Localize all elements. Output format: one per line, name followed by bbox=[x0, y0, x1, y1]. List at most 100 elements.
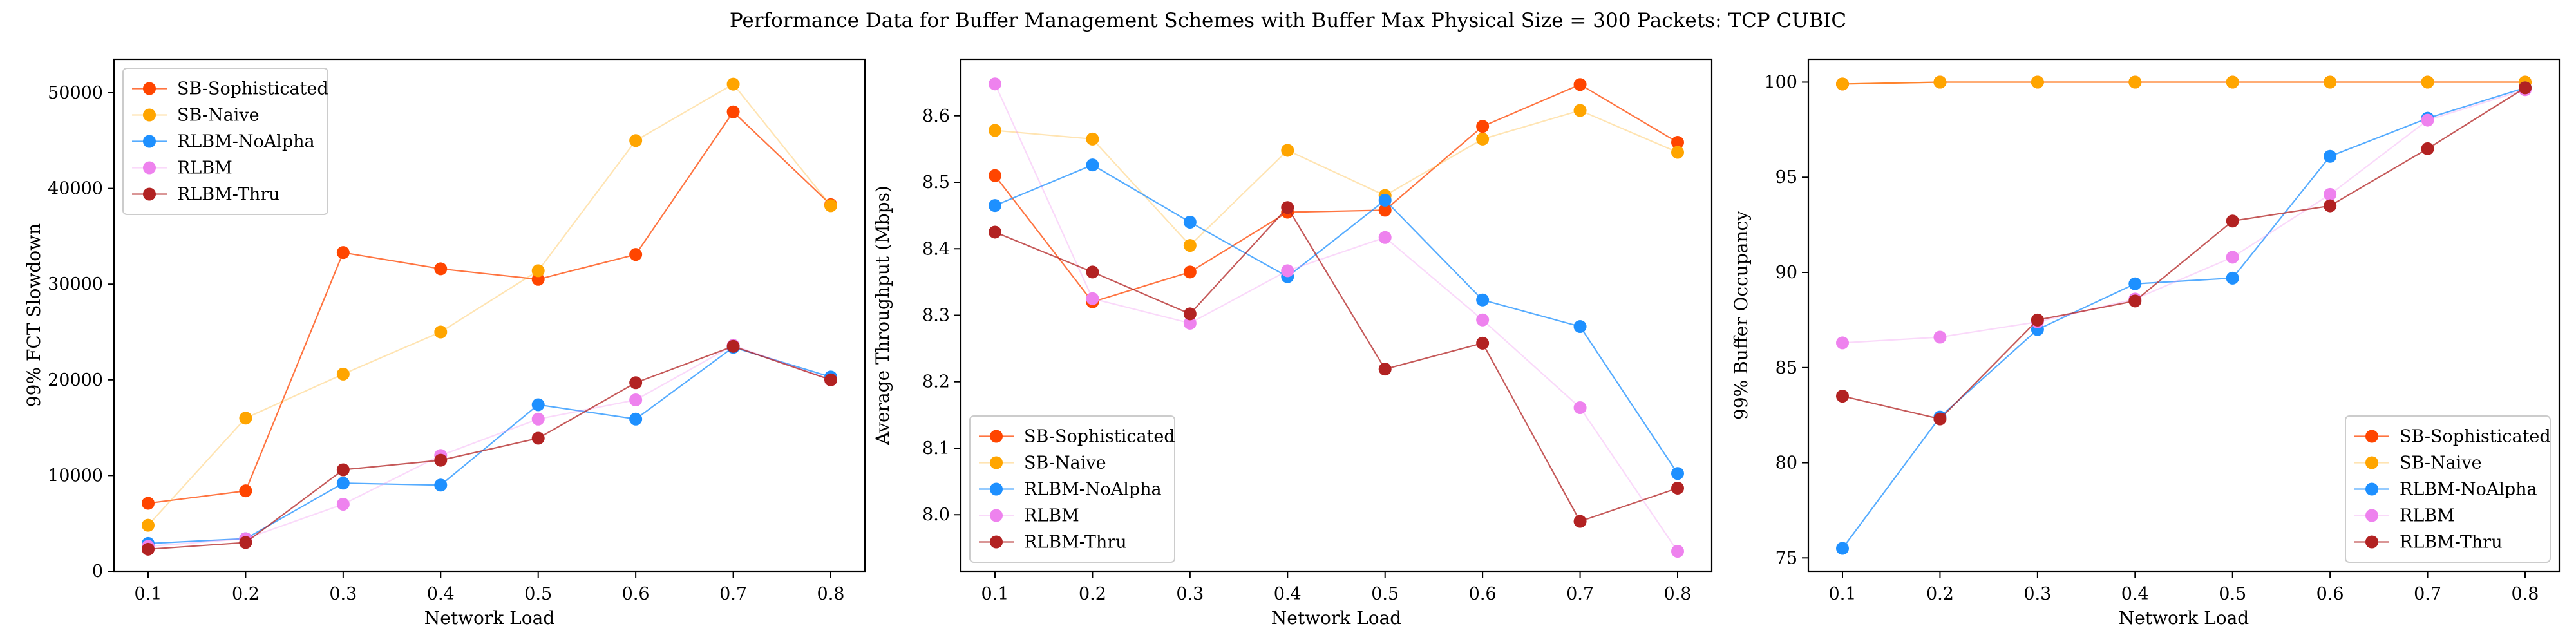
data-point bbox=[726, 77, 740, 91]
y-tick-label: 8.6 bbox=[922, 106, 950, 126]
data-point bbox=[2324, 187, 2337, 201]
legend-item-rlbm-noalpha: RLBM-NoAlpha bbox=[2354, 480, 2537, 500]
data-point bbox=[629, 376, 643, 390]
data-point bbox=[2421, 75, 2434, 89]
data-point bbox=[1671, 481, 1684, 495]
data-point bbox=[1086, 292, 1099, 305]
data-point bbox=[1573, 320, 1587, 334]
data-point bbox=[726, 339, 740, 353]
legend-marker bbox=[143, 82, 156, 95]
y-tick-label: 10000 bbox=[48, 466, 103, 486]
x-tick-label: 0.8 bbox=[2512, 584, 2539, 604]
data-point bbox=[434, 325, 448, 339]
data-point bbox=[531, 398, 545, 412]
legend-label: RLBM bbox=[177, 158, 232, 178]
data-point bbox=[1378, 231, 1392, 244]
data-point bbox=[1671, 146, 1684, 159]
y-tick-label: 90 bbox=[1776, 263, 1797, 283]
data-point bbox=[1476, 336, 1490, 350]
data-point bbox=[434, 453, 448, 467]
y-tick-label: 8.2 bbox=[922, 372, 950, 392]
legend-item-rlbm: RLBM bbox=[2354, 506, 2455, 526]
legend-item-rlbm-thru: RLBM-Thru bbox=[979, 533, 1127, 553]
data-point bbox=[1183, 316, 1197, 330]
series-sb-naive bbox=[142, 77, 837, 532]
data-point bbox=[629, 248, 643, 261]
series-line bbox=[1842, 87, 2526, 420]
data-point bbox=[1476, 120, 1490, 133]
plot-frame bbox=[113, 58, 866, 573]
data-point bbox=[336, 497, 350, 511]
data-point bbox=[1933, 330, 1947, 344]
series-line bbox=[1842, 89, 2526, 344]
data-point bbox=[2226, 214, 2239, 228]
legend-marker bbox=[990, 535, 1003, 549]
legend-marker bbox=[2365, 456, 2378, 469]
data-point bbox=[1378, 204, 1392, 217]
y-axis-label: Average Throughput (Mbps) bbox=[872, 185, 893, 446]
legend-marker bbox=[2365, 535, 2378, 549]
x-tick-label: 0.4 bbox=[427, 584, 455, 604]
series-rlbm-thru bbox=[1836, 81, 2532, 426]
data-point bbox=[531, 412, 545, 426]
x-tick-label: 0.3 bbox=[329, 584, 357, 604]
series-rlbm-thru bbox=[142, 339, 837, 556]
data-point bbox=[1183, 307, 1197, 321]
buffer-occupancy-chart: 0.1 0.2 0.3 0.4 0.5 0.6 0.7 0.8 75 80 85 90 95 100 Net… bbox=[1730, 58, 2561, 629]
legend-label: RLBM bbox=[1024, 506, 1079, 526]
x-tick-label: 0.4 bbox=[2121, 584, 2149, 604]
data-point bbox=[2128, 277, 2142, 290]
legend-marker bbox=[2365, 430, 2378, 443]
data-point bbox=[2226, 75, 2239, 89]
series-rlbm bbox=[989, 77, 1684, 558]
data-point bbox=[239, 412, 252, 425]
data-point bbox=[989, 225, 1001, 239]
legend-item-rlbm-thru: RLBM-Thru bbox=[132, 185, 280, 205]
data-point bbox=[142, 518, 155, 532]
data-point bbox=[2421, 113, 2434, 127]
legend-label: SB-Naive bbox=[1024, 453, 1106, 473]
y-tick-label: 40000 bbox=[48, 179, 103, 199]
y-tick-label: 0 bbox=[92, 562, 103, 582]
plot-frame bbox=[1807, 58, 2561, 573]
legend-item-sb-naive: SB-Naive bbox=[132, 106, 260, 126]
series-rlbm bbox=[142, 339, 837, 553]
legend-item-sb-sophisticated: SB-Sophisticated bbox=[132, 79, 328, 99]
data-point bbox=[1281, 144, 1294, 157]
series-line bbox=[994, 164, 1678, 474]
data-point bbox=[2031, 75, 2044, 89]
data-point bbox=[2324, 149, 2337, 163]
data-point bbox=[629, 393, 643, 407]
y-tick-label: 85 bbox=[1776, 358, 1797, 378]
x-tick-label: 0.6 bbox=[1469, 584, 1497, 604]
figure-title: Performance Data for Buffer Management S… bbox=[729, 9, 1847, 32]
legend-marker bbox=[990, 509, 1003, 522]
series-rlbm bbox=[1836, 83, 2532, 350]
data-point bbox=[239, 484, 252, 498]
legend-box bbox=[2345, 415, 2551, 563]
data-point bbox=[1378, 193, 1392, 207]
data-point bbox=[2226, 251, 2239, 264]
y-tick-label: 100 bbox=[1764, 72, 1797, 92]
x-tick-label: 0.6 bbox=[2316, 584, 2344, 604]
legend-label: SB-Sophisticated bbox=[177, 79, 328, 99]
data-point bbox=[1933, 75, 1947, 89]
series-sb-naive bbox=[1836, 75, 2532, 91]
data-point bbox=[1573, 515, 1587, 528]
data-point bbox=[989, 124, 1001, 137]
series-line bbox=[994, 109, 1678, 247]
legend-item-rlbm-noalpha: RLBM-NoAlpha bbox=[979, 480, 1162, 500]
legend-item-sb-sophisticated: SB-Sophisticated bbox=[979, 427, 1175, 447]
y-tick-label: 30000 bbox=[48, 274, 103, 294]
data-point bbox=[989, 199, 1001, 213]
data-point bbox=[1183, 265, 1197, 279]
y-axis-label: 99% Buffer Occupancy bbox=[1730, 211, 1752, 420]
x-axis-label: Network Load bbox=[1271, 607, 1402, 629]
legend-marker bbox=[990, 482, 1003, 496]
legend-marker bbox=[2365, 482, 2378, 496]
legend-item-rlbm-noalpha: RLBM-NoAlpha bbox=[132, 132, 315, 152]
y-tick-label: 50000 bbox=[48, 83, 103, 103]
data-point bbox=[1836, 390, 1849, 403]
y-tick-label: 8.3 bbox=[922, 306, 950, 326]
series-line bbox=[1842, 81, 2525, 85]
